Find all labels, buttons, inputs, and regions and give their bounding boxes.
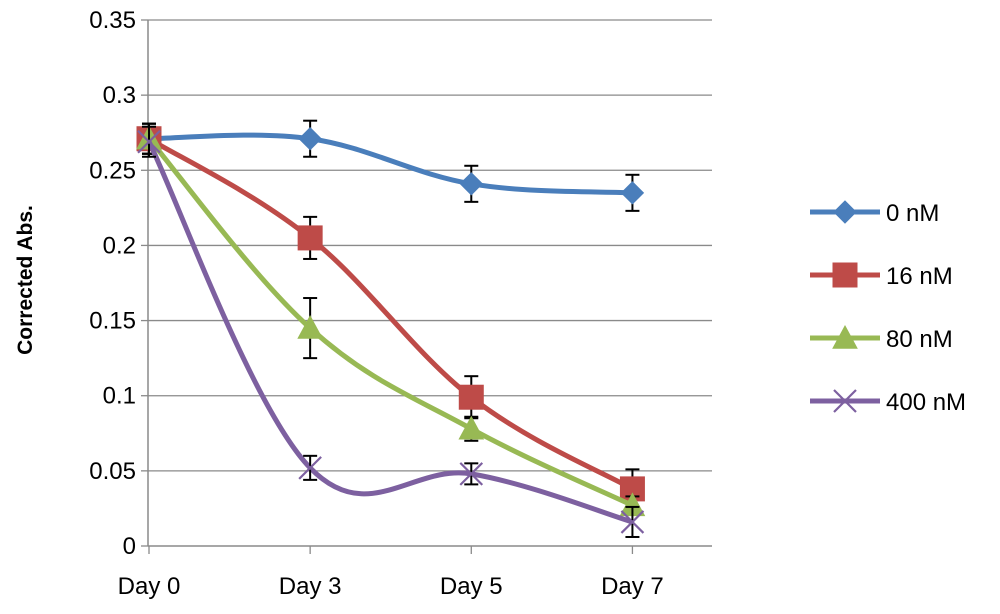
legend-item: 80 nM xyxy=(810,324,953,353)
series-line xyxy=(146,140,634,525)
x-tick-label: Day 7 xyxy=(601,573,664,600)
x-tick-label: Day 5 xyxy=(440,573,503,600)
data-point xyxy=(459,462,484,486)
y-axis-title: Corrected Abs. xyxy=(14,205,37,355)
y-tick-label: 0.1 xyxy=(103,383,136,410)
legend-marker xyxy=(833,200,857,224)
data-point xyxy=(459,172,483,196)
legend-label: 400 nM xyxy=(886,389,966,416)
y-tick-label: 0.2 xyxy=(103,232,136,259)
legend-marker xyxy=(833,389,857,413)
series-line xyxy=(147,136,634,492)
y-tick-label: 0.25 xyxy=(89,157,136,184)
legend: 0 nM 16 nM 80 nM 400 nM xyxy=(810,200,966,416)
x-tick-label: Day 0 xyxy=(118,573,181,600)
legend-label: 0 nM xyxy=(886,200,939,227)
gridlines xyxy=(148,19,712,472)
legend-item: 16 nM xyxy=(810,262,953,290)
legend-marker xyxy=(832,324,858,349)
data-point xyxy=(297,225,323,251)
data-point xyxy=(458,384,484,410)
data-point xyxy=(620,510,645,534)
series-400-nm xyxy=(137,125,645,538)
y-tick-label: 0.15 xyxy=(89,308,136,335)
data-point xyxy=(620,181,645,205)
legend-item: 400 nM xyxy=(810,389,966,416)
data-point xyxy=(458,415,485,440)
y-tick-label: 0.35 xyxy=(89,7,136,34)
series-line xyxy=(148,132,633,196)
data-point xyxy=(297,315,323,339)
data-point xyxy=(298,456,322,480)
y-tick-label: 0 xyxy=(123,533,136,560)
series-0-nm xyxy=(137,119,645,212)
legend-label: 80 nM xyxy=(886,326,953,353)
legend-label: 16 nM xyxy=(886,263,953,290)
y-tick-label: 0.05 xyxy=(89,458,136,485)
series-line xyxy=(147,137,634,508)
data-point xyxy=(137,129,161,154)
legend-item: 0 nM xyxy=(810,200,939,227)
y-tick-label: 0.3 xyxy=(103,82,136,109)
series-lines xyxy=(136,119,646,538)
x-tick-label: Day 3 xyxy=(279,573,342,600)
legend-marker xyxy=(832,262,858,288)
series-16-nm xyxy=(136,122,645,510)
data-point xyxy=(298,127,322,151)
axes: 0 0.05 0.1 0.15 0.2 0.25 0.3 0.35 Day 0 Day 3 Day … xyxy=(89,7,712,600)
